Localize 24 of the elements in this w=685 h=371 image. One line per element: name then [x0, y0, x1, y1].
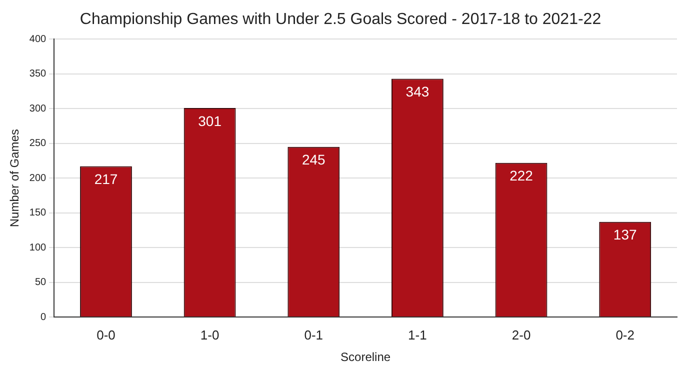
x-tick-label: 1-0	[200, 327, 220, 342]
y-tick-label: 0	[40, 312, 47, 323]
data-label: 343	[406, 84, 430, 100]
y-tick-label: 150	[29, 208, 47, 219]
y-tick-label: 50	[34, 277, 47, 288]
x-tick-label: 0-2	[616, 327, 634, 342]
x-axis-title: Scoreline	[340, 350, 391, 364]
y-tick-label: 250	[29, 138, 47, 150]
x-tick-label: 0-1	[304, 327, 324, 342]
data-label: 137	[613, 226, 637, 243]
data-label: 217	[94, 171, 118, 188]
y-tick-label: 200	[29, 172, 47, 184]
y-tick-label: 300	[29, 103, 47, 114]
y-tick-label: 100	[29, 242, 47, 254]
y-axis-title: Number of Games	[8, 129, 22, 228]
y-tick-label: 400	[29, 34, 47, 45]
x-tick-label: 1-1	[408, 327, 427, 342]
y-tick-label: 350	[29, 68, 47, 80]
chart-title: Championship Games with Under 2.5 Goals Scored - 2017-18 to 2021-22	[80, 11, 602, 28]
data-label: 301	[198, 112, 222, 129]
x-tick-label: 0-0	[96, 327, 116, 342]
data-label: 222	[510, 168, 534, 184]
data-label: 245	[302, 152, 326, 168]
x-tick-label: 2-0	[512, 327, 531, 342]
